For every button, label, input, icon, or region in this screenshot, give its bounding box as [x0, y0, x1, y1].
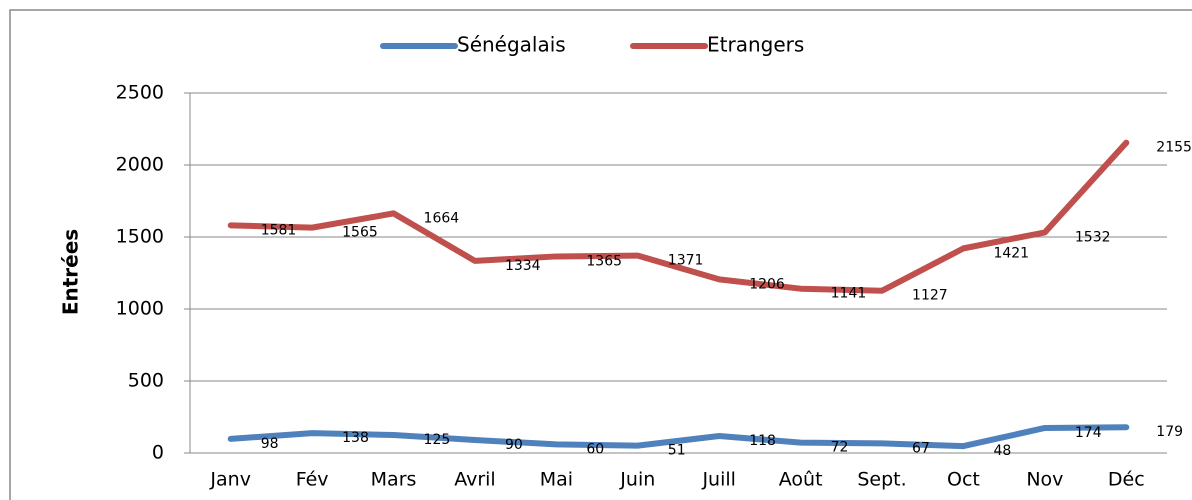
x-tick-label: Juill	[701, 469, 735, 491]
x-tick-label: Sept.	[857, 469, 906, 491]
data-label: 1565	[342, 225, 378, 241]
data-label: 48	[993, 443, 1011, 459]
series-line	[227, 424, 1130, 450]
data-label: 174	[1075, 425, 1102, 441]
x-tick-label: Fév	[296, 469, 329, 491]
data-label: 1141	[831, 286, 867, 302]
data-label: 2155	[1156, 140, 1192, 156]
y-tick-label: 1000	[116, 298, 164, 320]
data-label: 90	[505, 437, 523, 453]
data-label: 1581	[261, 222, 297, 238]
data-label: 179	[1156, 424, 1183, 440]
data-label: 138	[342, 430, 369, 446]
y-tick-label: 0	[152, 442, 164, 464]
legend-label: Sénégalais	[457, 33, 566, 57]
data-label: 1206	[749, 276, 785, 292]
data-label: 1127	[912, 288, 948, 304]
y-tick-label: 500	[128, 370, 164, 392]
y-tick-label: 2500	[116, 82, 164, 104]
data-label: 1365	[586, 253, 622, 269]
y-axis-label: Entrées	[59, 229, 83, 315]
x-tick-label: Août	[779, 469, 823, 491]
x-tick-label: Nov	[1026, 469, 1063, 491]
data-label: 1334	[505, 258, 541, 274]
x-tick-label: Mars	[371, 469, 417, 491]
data-label: 67	[912, 440, 930, 456]
x-tick-label: Déc	[1108, 469, 1145, 491]
chart-frame	[9, 9, 1192, 500]
data-label: 1532	[1075, 229, 1111, 245]
x-tick-label: Janv	[209, 469, 251, 491]
data-label: 98	[261, 436, 279, 452]
data-label: 51	[668, 443, 686, 459]
x-tick-label: Oct	[947, 469, 980, 491]
data-label: 1421	[993, 245, 1029, 261]
y-tick-label: 2000	[116, 154, 164, 176]
x-tick-label: Avril	[454, 469, 496, 491]
series-line	[227, 139, 1130, 294]
x-tick-label: Juin	[619, 469, 655, 491]
data-label: 125	[424, 432, 451, 448]
data-label: 60	[586, 441, 604, 457]
x-tick-label: Mai	[540, 469, 573, 491]
data-label: 1371	[668, 253, 704, 269]
legend-label: Etrangers	[707, 33, 804, 57]
data-label: 1664	[424, 210, 460, 226]
data-label: 118	[749, 433, 776, 449]
data-label: 72	[831, 440, 849, 456]
y-tick-label: 1500	[116, 226, 164, 248]
